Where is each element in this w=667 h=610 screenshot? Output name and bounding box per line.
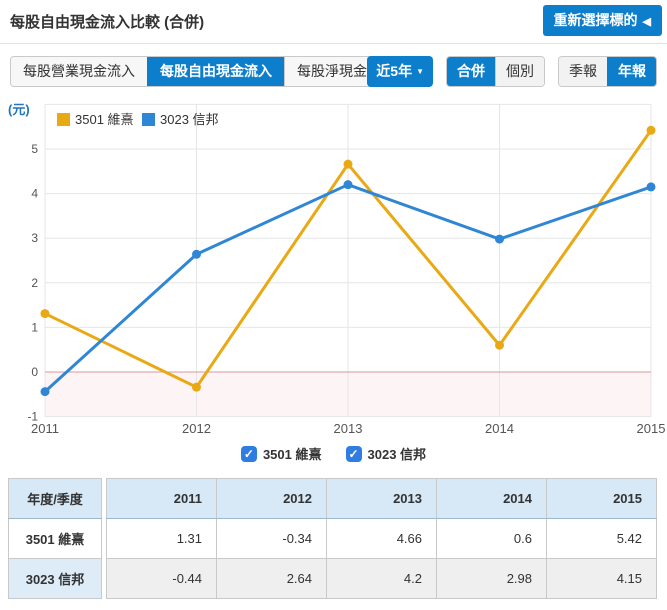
table-col-header: 2013 — [326, 478, 437, 519]
y-axis-tick-label: -1 — [27, 410, 38, 424]
y-axis-unit-label: (元) — [8, 102, 30, 117]
series-toggle-row: ✓ 3501 維熹 ✓ 3023 信邦 — [0, 444, 667, 463]
tab-free-cash-flow-per-share[interactable]: 每股自由現金流入 — [147, 57, 284, 86]
data-point — [40, 309, 50, 319]
data-point — [646, 125, 656, 135]
table-cell: 4.15 — [546, 558, 657, 599]
legend-swatch — [142, 113, 155, 126]
page-title: 每股自由現金流入比較 (合併) — [10, 14, 205, 31]
table-col-header: 2011 — [106, 478, 217, 519]
table-corner-header: 年度/季度 — [8, 478, 102, 519]
y-axis-tick-label: 5 — [31, 142, 38, 156]
consolidated-button[interactable]: 合併 — [447, 57, 495, 86]
range-dropdown-label: 近5年 — [376, 63, 413, 79]
data-point — [192, 382, 201, 392]
table-cell: 2.98 — [436, 558, 547, 599]
legend-label: 3501 維熹 — [75, 112, 134, 127]
data-point — [495, 234, 504, 244]
data-point — [646, 182, 656, 192]
table-cell: 4.2 — [326, 558, 437, 599]
x-axis-tick-label: 2014 — [485, 421, 514, 436]
table-cell: 1.31 — [106, 518, 217, 559]
table-col-header: 2015 — [546, 478, 657, 519]
legend-label: 3023 信邦 — [160, 112, 219, 127]
tab-operating-cash-flow-per-share[interactable]: 每股營業現金流入 — [11, 57, 147, 86]
table-cell: 5.42 — [546, 518, 657, 559]
values-table: 2011 2012 2013 2014 2015 1.31 -0.34 4.66… — [106, 478, 657, 599]
metric-tab-group: 每股營業現金流入 每股自由現金流入 每股淨現金流入 — [10, 56, 408, 87]
checkbox-checked-icon[interactable]: ✓ — [240, 445, 257, 462]
series-toggle-3023[interactable]: ✓ 3023 信邦 — [345, 444, 427, 463]
table-row-label: 3501 維熹 — [8, 518, 102, 559]
data-table: 年度/季度 3501 維熹 3023 信邦 2011 2012 2013 201… — [8, 478, 657, 599]
data-point — [495, 340, 504, 350]
table-cell: 2.64 — [216, 558, 327, 599]
table-cell: 0.6 — [436, 518, 547, 559]
table-cell: 4.66 — [326, 518, 437, 559]
x-axis-tick-label: 2011 — [31, 421, 59, 436]
data-point — [343, 180, 353, 190]
table-row: -0.44 2.64 4.2 2.98 4.15 — [106, 558, 657, 599]
individual-button[interactable]: 個別 — [495, 57, 544, 86]
reselect-target-label: 重新選擇標的 — [553, 12, 638, 28]
y-axis-tick-label: 1 — [31, 320, 38, 334]
row-label-column: 年度/季度 3501 維熹 3023 信邦 — [8, 478, 102, 599]
table-row-label: 3023 信邦 — [8, 558, 102, 599]
x-axis-tick-label: 2013 — [334, 421, 363, 436]
x-axis-tick-label: 2015 — [637, 421, 666, 436]
table-cell: -0.34 — [216, 518, 327, 559]
range-dropdown[interactable]: 近5年 ▼ — [367, 56, 433, 87]
chevron-down-icon: ▼ — [416, 67, 424, 76]
checkbox-checked-icon[interactable]: ✓ — [345, 445, 362, 462]
toolbar-right: 近5年 ▼ 合併 個別 季報 年報 — [367, 56, 657, 87]
header-divider — [0, 43, 667, 44]
y-axis-tick-label: 2 — [31, 276, 38, 290]
y-axis-tick-label: 4 — [31, 187, 38, 201]
legend-swatch — [57, 113, 70, 126]
data-point — [40, 387, 50, 397]
data-point — [343, 159, 353, 169]
table-header-row: 2011 2012 2013 2014 2015 — [106, 478, 657, 519]
table-col-header: 2014 — [436, 478, 547, 519]
reselect-target-button[interactable]: 重新選擇標的 ◀ — [542, 5, 662, 36]
series-toggle-label: 3023 信邦 — [367, 447, 427, 462]
scope-button-group: 合併 個別 — [446, 56, 545, 87]
quarterly-button[interactable]: 季報 — [559, 57, 607, 86]
data-point — [192, 249, 201, 259]
annual-button[interactable]: 年報 — [607, 57, 656, 86]
y-axis-tick-label: 0 — [31, 365, 38, 379]
y-axis-tick-label: 3 — [31, 231, 38, 245]
x-axis-tick-label: 2012 — [182, 421, 211, 436]
table-row: 1.31 -0.34 4.66 0.6 5.42 — [106, 518, 657, 559]
back-triangle-icon: ◀ — [642, 16, 651, 28]
series-toggle-label: 3501 維熹 — [262, 447, 322, 462]
table-cell: -0.44 — [106, 558, 217, 599]
series-toggle-3501[interactable]: ✓ 3501 維熹 — [240, 444, 322, 463]
table-col-header: 2012 — [216, 478, 327, 519]
period-button-group: 季報 年報 — [558, 56, 657, 87]
line-chart: 2011 2012 2013 2014 2015 -1 0 1 2 3 4 5 3501 維熹 3023 … — [27, 103, 666, 436]
